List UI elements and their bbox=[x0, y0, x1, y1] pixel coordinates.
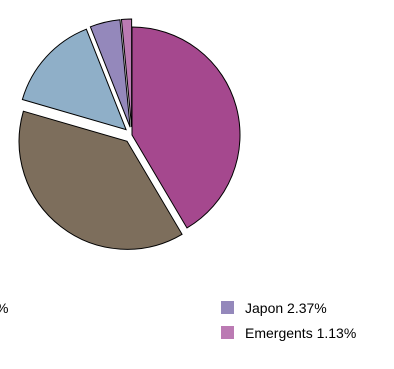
pie-slice-5 bbox=[120, 18, 133, 128]
legend-item-emergents: Emergents 1.13% bbox=[221, 325, 356, 341]
legend-item-japon: Japon 2.37% bbox=[221, 300, 327, 316]
legend-label-japon: Japon 2.37% bbox=[245, 300, 327, 316]
legend-swatch-japon bbox=[221, 301, 234, 314]
pie-slice-2 bbox=[18, 110, 183, 250]
pie-slices bbox=[18, 18, 241, 250]
pie-slice-4 bbox=[89, 19, 131, 128]
legend-label-emergents: Emergents 1.13% bbox=[245, 325, 356, 341]
pie-slice-1 bbox=[131, 26, 241, 229]
pie-slice-3 bbox=[21, 28, 127, 131]
legend-label-fragment: % bbox=[0, 300, 8, 316]
legend: Japon 2.37% Emergents 1.13% % bbox=[0, 300, 356, 341]
legend-swatch-emergents bbox=[221, 326, 234, 339]
